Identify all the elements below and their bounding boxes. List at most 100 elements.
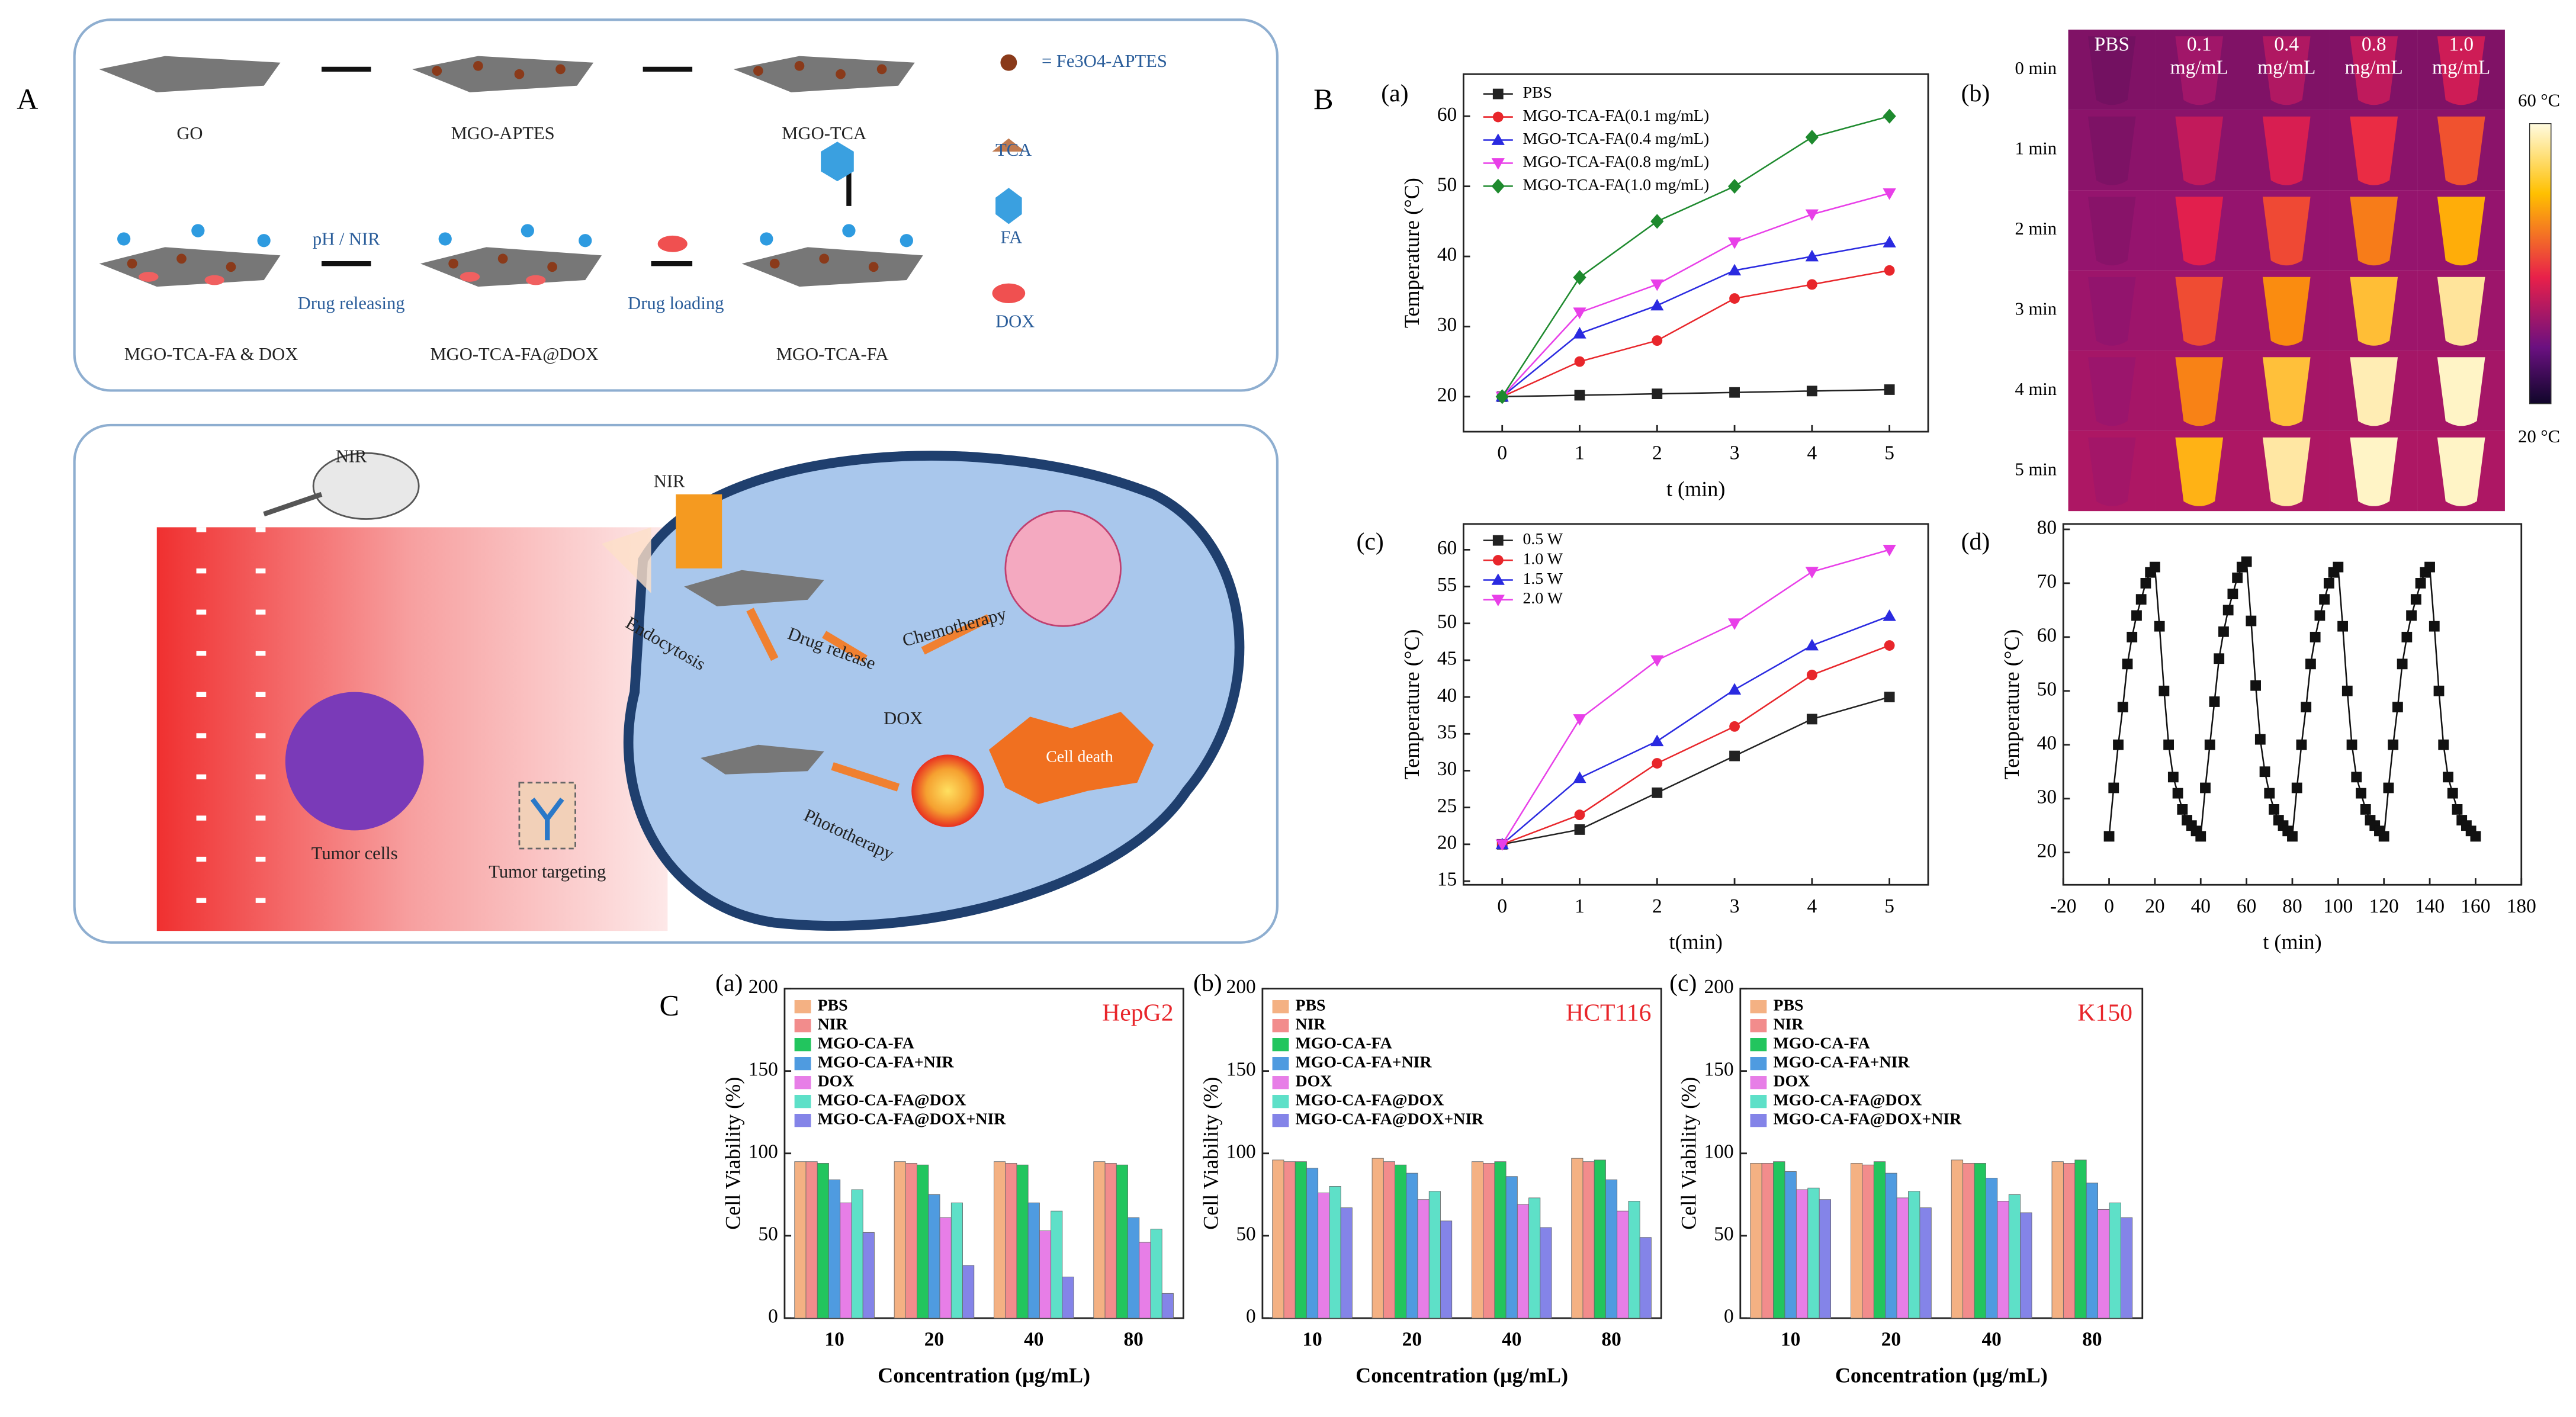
bar [1594,1159,1606,1319]
panel-sublabel: (a) [1381,80,1408,107]
legend-marker [1491,178,1505,194]
mouse [312,452,420,520]
marker [2291,782,2302,793]
x-tick-label: 4 [1807,442,1817,464]
bar [1773,1161,1785,1319]
colorbar-label: 20 °C [2518,426,2560,446]
bar [1962,1163,1975,1319]
column-label: 1.0 [2449,34,2474,56]
legend-swatch [794,1076,811,1090]
thermal-tube [2087,116,2136,185]
marker [1884,640,1895,651]
bar [1340,1207,1353,1319]
x-tick-label: 20 [924,1329,944,1351]
legend-swatch [794,1057,811,1071]
marker [2241,556,2252,567]
legend-marker [1491,158,1505,170]
bar [1027,1202,1040,1319]
x-tick-label: 20 [1881,1329,1901,1351]
column-label: 0.1 [2187,34,2212,56]
thermal-tube [2262,116,2311,185]
bar [2063,1163,2076,1319]
legend-swatch [794,1114,811,1127]
legend-swatch [794,1095,811,1108]
y-tick-label: 50 [1437,611,1457,632]
bar [1483,1163,1495,1319]
y-axis-label: Cell Viability (%) [1677,1077,1701,1230]
marker [2447,788,2458,799]
marker [1729,750,1740,761]
bar [1039,1230,1052,1319]
legend-swatch [1272,1114,1289,1127]
x-tick-label: 1 [1575,895,1585,917]
marker [1573,270,1586,285]
bar [950,1202,963,1319]
marker [2397,658,2408,670]
marker [2415,577,2426,589]
thermal-tube [2175,116,2224,185]
y-tick-label: 100 [1704,1140,1734,1162]
marker [1574,356,1585,367]
marker [1652,335,1663,346]
zoom [602,527,651,593]
legend-swatch [1272,1095,1289,1108]
legend-swatch [1750,1000,1767,1014]
dox-legend-icon [992,283,1026,303]
marker [2103,831,2115,842]
legend-label: DOX [1773,1072,1810,1091]
x-tick-label: 3 [1730,895,1740,917]
label: FA [1000,227,1022,247]
x-axis-label: Concentration (μg/mL) [1356,1364,1568,1387]
marker [1806,669,1817,680]
dox-particles [139,272,546,285]
bar [862,1232,875,1319]
bar [1517,1204,1530,1319]
bar [1784,1171,1797,1319]
x-tick-label: 80 [1123,1329,1143,1351]
marker [2264,788,2275,799]
marker [2452,804,2463,815]
legend-label: 0.5 W [1523,530,1563,548]
bar [2098,1209,2110,1319]
bar [1051,1210,1063,1319]
bar [1005,1163,1017,1319]
marker [2254,734,2266,745]
bar [1494,1161,1507,1319]
marker [1650,734,1664,747]
label: Tumor cells [311,843,398,863]
legend-label: MGO-CA-FA+NIR [1296,1053,1432,1072]
y-tick-label: 25 [1437,795,1457,817]
marker [2323,577,2334,589]
marker [1573,327,1586,339]
x-tick-label: 180 [2507,895,2536,917]
bar [1272,1159,1284,1319]
bar [1150,1229,1162,1319]
synthesis-box [73,18,1279,392]
legend-swatch [794,1000,811,1014]
thermal-tube [2437,116,2485,185]
thermal-tube [2087,36,2136,105]
bar [1540,1227,1552,1319]
y-tick-label: 200 [1226,976,1256,998]
label: pH / NIR [313,229,380,249]
marker [2163,739,2174,750]
marker [2301,702,2312,712]
bar [851,1189,863,1319]
bar [905,1163,918,1319]
sheet [701,744,824,775]
nir-lamp [676,494,722,568]
bar [1582,1161,1595,1319]
thermal-tube [2262,277,2311,346]
bar [1885,1172,1897,1319]
y-tick-label: 60 [1437,537,1457,559]
x-tick-label: 100 [2323,895,2353,917]
y-tick-label: 20 [1437,384,1457,406]
marker [2250,680,2261,691]
marker [2113,739,2124,750]
x-tick-label: 40 [2191,895,2211,917]
label: TCA [995,140,1032,160]
thermal-tube [2262,36,2311,105]
marker [1574,824,1585,835]
marker [2438,739,2449,750]
